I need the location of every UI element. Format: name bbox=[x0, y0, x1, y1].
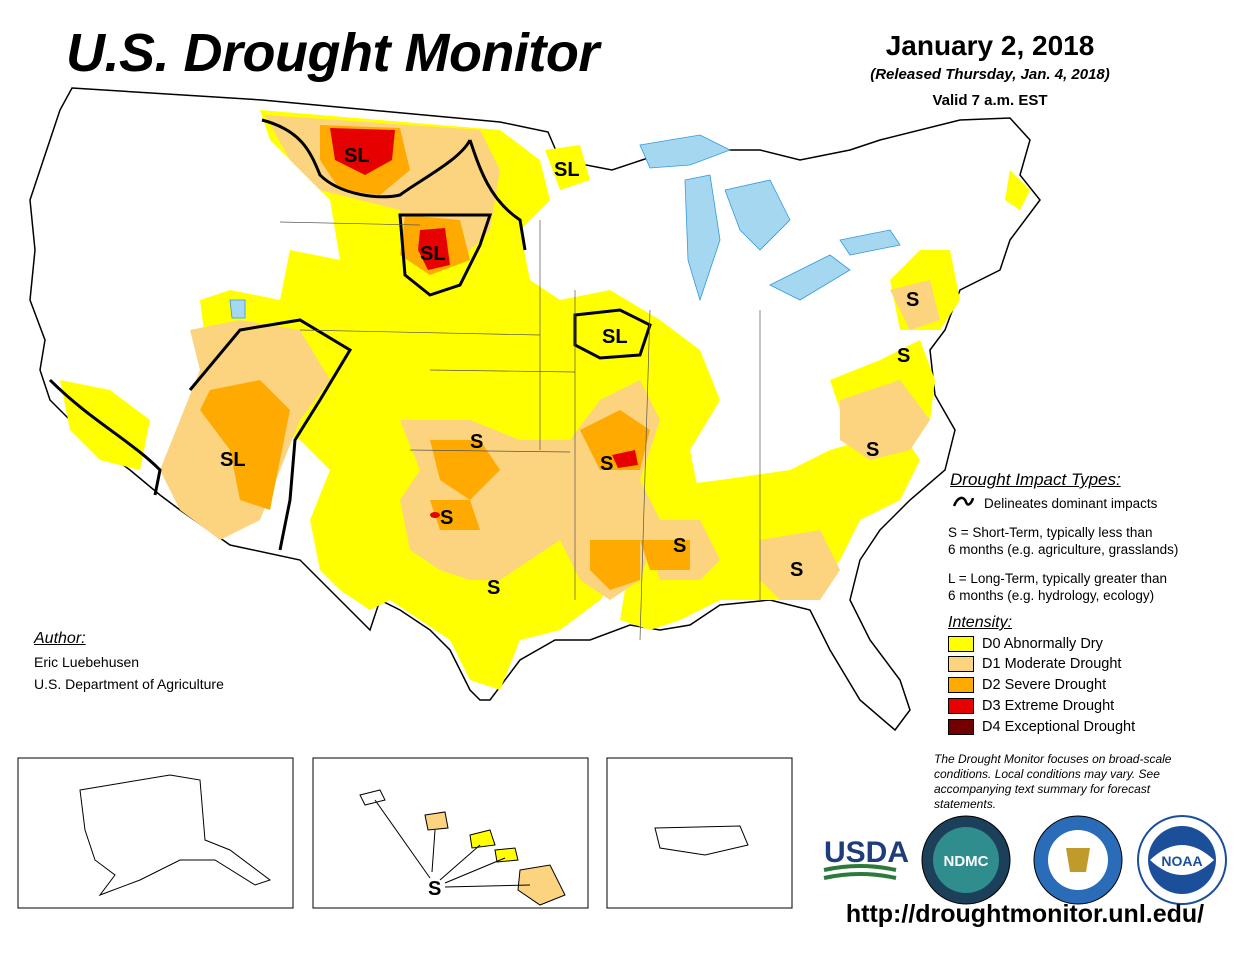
noaa-logo: NOAA bbox=[1137, 815, 1227, 905]
legend-swatch bbox=[948, 677, 974, 693]
label-s-missouri: S bbox=[600, 453, 613, 475]
label-sl-north-dakota: SL bbox=[554, 159, 580, 181]
author-org: U.S. Department of Agriculture bbox=[34, 676, 224, 692]
label-sl-arizona: SL bbox=[220, 449, 246, 471]
label-s-kansas: S bbox=[470, 431, 483, 453]
author-title: Author: bbox=[34, 630, 86, 647]
hawaii-islands bbox=[359, 789, 566, 906]
svg-text:NOAA: NOAA bbox=[1161, 853, 1202, 869]
author-name: Eric Luebehusen bbox=[34, 654, 140, 670]
label-s-georgia: S bbox=[790, 559, 803, 581]
valid-time: Valid 7 a.m. EST bbox=[932, 92, 1048, 109]
label-s-virginia: S bbox=[897, 345, 910, 367]
short-term-line1: S = Short-Term, typically less than bbox=[948, 525, 1153, 540]
delineates-label: Delineates dominant impacts bbox=[984, 496, 1158, 511]
great-lakes bbox=[229, 134, 901, 319]
legend-item-d2: D2 Severe Drought bbox=[948, 675, 1106, 695]
legend-swatch bbox=[948, 719, 974, 735]
map-title: U.S. Drought Monitor bbox=[66, 23, 599, 83]
label-sl-montana: SL bbox=[344, 145, 370, 167]
legend-item-d0: D0 Abnormally Dry bbox=[948, 634, 1103, 654]
disclaimer-note: The Drought Monitor focuses on broad-sca… bbox=[934, 752, 1172, 811]
short-term-line2: 6 months (e.g. agriculture, grasslands) bbox=[948, 542, 1179, 557]
commerce-seal bbox=[1033, 815, 1123, 905]
label-s-hawaii: S bbox=[428, 878, 441, 900]
delineate-line-icon bbox=[952, 496, 974, 507]
svg-text:NDMC: NDMC bbox=[944, 853, 989, 870]
legend-label: D2 Severe Drought bbox=[982, 677, 1107, 693]
legend-item-d3: D3 Extreme Drought bbox=[948, 696, 1114, 716]
legend-label: D0 Abnormally Dry bbox=[982, 636, 1103, 652]
legend-swatch bbox=[948, 656, 974, 672]
legend-item-d1: D1 Moderate Drought bbox=[948, 654, 1121, 674]
legend-label: D3 Extreme Drought bbox=[982, 698, 1115, 714]
d3-areas bbox=[330, 128, 638, 518]
release-date: (Released Thursday, Jan. 4, 2018) bbox=[870, 66, 1110, 83]
label-s-texas: S bbox=[487, 577, 500, 599]
label-s-pennsylvania: S bbox=[906, 289, 919, 311]
label-s-alabama: S bbox=[673, 535, 686, 557]
alaska-shape bbox=[79, 774, 272, 897]
state-borders bbox=[279, 220, 761, 641]
label-sl-sd: SL bbox=[420, 243, 446, 265]
impact-lines bbox=[48, 118, 652, 551]
short-term-description: S = Short-Term, typically less than 6 mo… bbox=[948, 524, 1240, 558]
puerto-rico-shape bbox=[654, 825, 749, 856]
map-date: January 2, 2018 bbox=[885, 30, 1095, 61]
legend-label: D1 Moderate Drought bbox=[982, 656, 1122, 672]
legend-swatch bbox=[948, 636, 974, 652]
svg-text:USDA: USDA bbox=[824, 836, 909, 869]
impact-types-title: Drought Impact Types: bbox=[950, 470, 1121, 489]
label-s-oklahoma: S bbox=[440, 507, 453, 529]
label-sl-iowa: SL bbox=[602, 326, 628, 348]
legend-swatch bbox=[948, 698, 974, 714]
long-term-description: L = Long-Term, typically greater than 6 … bbox=[948, 570, 1240, 604]
legend-item-d4: D4 Exceptional Drought bbox=[948, 717, 1135, 737]
label-s-north-carolina: S bbox=[866, 439, 879, 461]
usda-logo: USDA bbox=[823, 836, 909, 880]
long-term-line1: L = Long-Term, typically greater than bbox=[948, 571, 1167, 586]
long-term-line2: 6 months (e.g. hydrology, ecology) bbox=[948, 588, 1155, 603]
ndmc-logo: NDMC bbox=[921, 815, 1011, 905]
legend-label: D4 Exceptional Drought bbox=[982, 719, 1136, 735]
intensity-title: Intensity: bbox=[948, 614, 1013, 631]
website-link[interactable]: http://droughtmonitor.unl.edu/ bbox=[845, 900, 1205, 928]
